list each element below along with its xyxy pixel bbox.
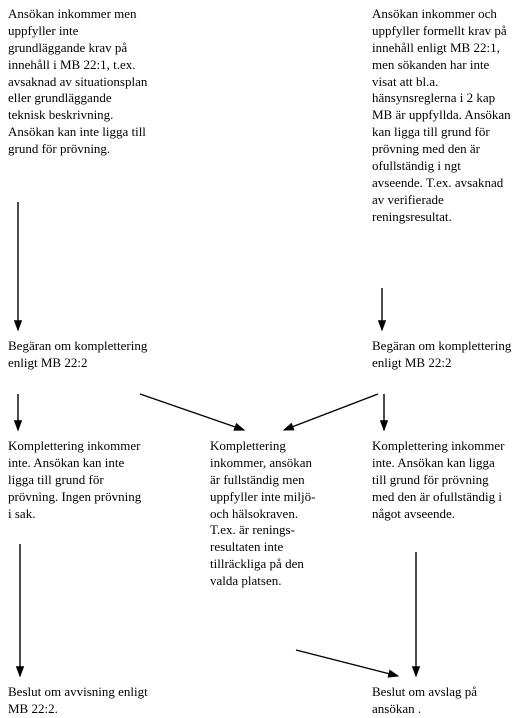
flowchart-node-n3: Begäran om komplettering enligt MB 22:2 [8,338,148,372]
flowchart-node-n2: Ansökan inkommer och uppfyller formellt … [372,6,512,226]
flowchart-canvas: Ansökan inkommer men uppfyller inte grun… [0,0,520,717]
flowchart-edge-n4-n6 [284,394,378,430]
flowchart-node-n4: Begäran om komplettering enligt MB 22:2 [372,338,512,372]
flowchart-node-n1: Ansökan inkommer men uppfyller inte grun… [8,6,148,158]
flowchart-node-n8: Beslut om avvisning enligt MB 22:2. [8,684,158,718]
flowchart-node-n9: Beslut om avslag på ansökan . [372,684,512,718]
flowchart-edge-n6-n9 [296,650,398,676]
flowchart-edge-n3-n6 [140,394,244,430]
flowchart-node-n6: Komplettering inkommer, ansökan är fulls… [210,438,320,590]
flowchart-node-n5: Komplettering inkommer inte. Ansökan kan… [8,438,148,522]
flowchart-node-n7: Komplettering inkommer inte. Ansökan kan… [372,438,512,522]
